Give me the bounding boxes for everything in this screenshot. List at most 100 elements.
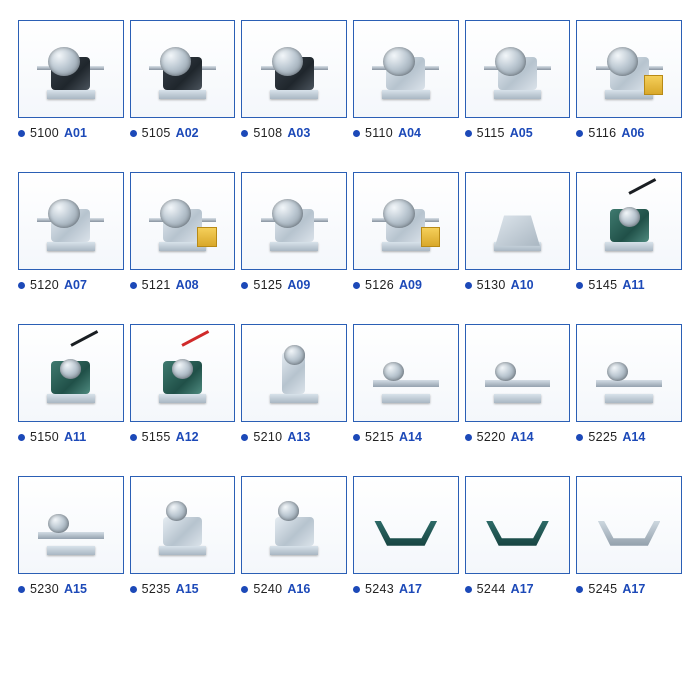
product-image bbox=[369, 490, 444, 559]
product-number: 5240 bbox=[253, 582, 282, 596]
product-thumb[interactable] bbox=[465, 20, 571, 118]
product-number: 5215 bbox=[365, 430, 394, 444]
product-code: A02 bbox=[176, 126, 199, 140]
product-cell[interactable]: 5126A09 bbox=[353, 172, 459, 292]
product-cell[interactable]: 5125A09 bbox=[241, 172, 347, 292]
product-caption: 5235A15 bbox=[130, 582, 236, 596]
product-image bbox=[257, 338, 332, 407]
product-cell[interactable]: 5155A12 bbox=[130, 324, 236, 444]
product-number: 5105 bbox=[142, 126, 171, 140]
product-number: 5244 bbox=[477, 582, 506, 596]
product-code: A12 bbox=[176, 430, 199, 444]
product-cell[interactable]: 5240A16 bbox=[241, 476, 347, 596]
product-caption: 5121A08 bbox=[130, 278, 236, 292]
product-caption: 5243A17 bbox=[353, 582, 459, 596]
product-cell[interactable]: 5100A01 bbox=[18, 20, 124, 140]
product-caption: 5215 A14 bbox=[353, 430, 459, 444]
product-thumb[interactable] bbox=[576, 172, 682, 270]
product-thumb[interactable] bbox=[353, 324, 459, 422]
product-image bbox=[145, 490, 220, 559]
product-image bbox=[34, 338, 109, 407]
product-caption: 5125A09 bbox=[241, 278, 347, 292]
product-thumb[interactable] bbox=[465, 172, 571, 270]
product-thumb[interactable] bbox=[18, 324, 124, 422]
product-caption: 5105 A02 bbox=[130, 126, 236, 140]
product-thumb[interactable] bbox=[18, 476, 124, 574]
product-image bbox=[480, 186, 555, 255]
product-caption: 5100A01 bbox=[18, 126, 124, 140]
product-thumb[interactable] bbox=[241, 172, 347, 270]
product-code: A09 bbox=[287, 278, 310, 292]
product-cell[interactable]: 5150A11 bbox=[18, 324, 124, 444]
bullet-icon bbox=[130, 130, 137, 137]
product-cell[interactable]: 5244 A17 bbox=[465, 476, 571, 596]
product-thumb[interactable] bbox=[576, 476, 682, 574]
product-image bbox=[145, 186, 220, 255]
product-cell[interactable]: 5110A04 bbox=[353, 20, 459, 140]
product-thumb[interactable] bbox=[130, 20, 236, 118]
product-thumb[interactable] bbox=[18, 20, 124, 118]
bullet-icon bbox=[353, 130, 360, 137]
product-image bbox=[480, 338, 555, 407]
product-cell[interactable]: 5116A06 bbox=[576, 20, 682, 140]
product-image bbox=[592, 490, 667, 559]
bullet-icon bbox=[576, 282, 583, 289]
product-cell[interactable]: 5243A17 bbox=[353, 476, 459, 596]
bullet-icon bbox=[241, 586, 248, 593]
product-code: A17 bbox=[511, 582, 534, 596]
product-cell[interactable]: 5130A10 bbox=[465, 172, 571, 292]
product-code: A14 bbox=[399, 430, 422, 444]
product-thumb[interactable] bbox=[353, 172, 459, 270]
bullet-icon bbox=[353, 434, 360, 441]
product-image bbox=[369, 186, 444, 255]
product-caption: 5145A11 bbox=[576, 278, 682, 292]
product-number: 5120 bbox=[30, 278, 59, 292]
product-caption: 5126A09 bbox=[353, 278, 459, 292]
product-thumb[interactable] bbox=[130, 324, 236, 422]
product-thumb[interactable] bbox=[465, 324, 571, 422]
product-number: 5116 bbox=[588, 126, 616, 140]
product-cell[interactable]: 5245A17 bbox=[576, 476, 682, 596]
product-caption: 5116A06 bbox=[576, 126, 682, 140]
product-code: A11 bbox=[622, 278, 644, 292]
product-thumb[interactable] bbox=[576, 324, 682, 422]
product-code: A05 bbox=[510, 126, 533, 140]
product-caption: 5150A11 bbox=[18, 430, 124, 444]
product-cell[interactable]: 5145A11 bbox=[576, 172, 682, 292]
product-cell[interactable]: 5215 A14 bbox=[353, 324, 459, 444]
product-code: A14 bbox=[511, 430, 534, 444]
product-thumb[interactable] bbox=[130, 172, 236, 270]
bullet-icon bbox=[576, 586, 583, 593]
product-cell[interactable]: 5108A03 bbox=[241, 20, 347, 140]
product-cell[interactable]: 5225A14 bbox=[576, 324, 682, 444]
product-caption: 5220A14 bbox=[465, 430, 571, 444]
product-thumb[interactable] bbox=[353, 20, 459, 118]
bullet-icon bbox=[465, 434, 472, 441]
product-number: 5108 bbox=[253, 126, 282, 140]
bullet-icon bbox=[353, 282, 360, 289]
product-caption: 5130A10 bbox=[465, 278, 571, 292]
product-thumb[interactable] bbox=[241, 476, 347, 574]
product-cell[interactable]: 5210A13 bbox=[241, 324, 347, 444]
product-thumb[interactable] bbox=[130, 476, 236, 574]
product-cell[interactable]: 5115A05 bbox=[465, 20, 571, 140]
product-thumb[interactable] bbox=[241, 324, 347, 422]
product-image bbox=[34, 34, 109, 103]
product-grid: 5100A015105A025108A035110A045115A055116A… bbox=[18, 20, 682, 596]
product-thumb[interactable] bbox=[241, 20, 347, 118]
product-thumb[interactable] bbox=[465, 476, 571, 574]
bullet-icon bbox=[465, 282, 472, 289]
product-cell[interactable]: 5220A14 bbox=[465, 324, 571, 444]
product-cell[interactable]: 5120A07 bbox=[18, 172, 124, 292]
product-number: 5130 bbox=[477, 278, 506, 292]
product-cell[interactable]: 5230A15 bbox=[18, 476, 124, 596]
product-thumb[interactable] bbox=[576, 20, 682, 118]
product-caption: 5108A03 bbox=[241, 126, 347, 140]
product-cell[interactable]: 5105 A02 bbox=[130, 20, 236, 140]
product-thumb[interactable] bbox=[18, 172, 124, 270]
product-image bbox=[480, 490, 555, 559]
product-cell[interactable]: 5235A15 bbox=[130, 476, 236, 596]
product-number: 5245 bbox=[588, 582, 617, 596]
product-thumb[interactable] bbox=[353, 476, 459, 574]
product-cell[interactable]: 5121A08 bbox=[130, 172, 236, 292]
